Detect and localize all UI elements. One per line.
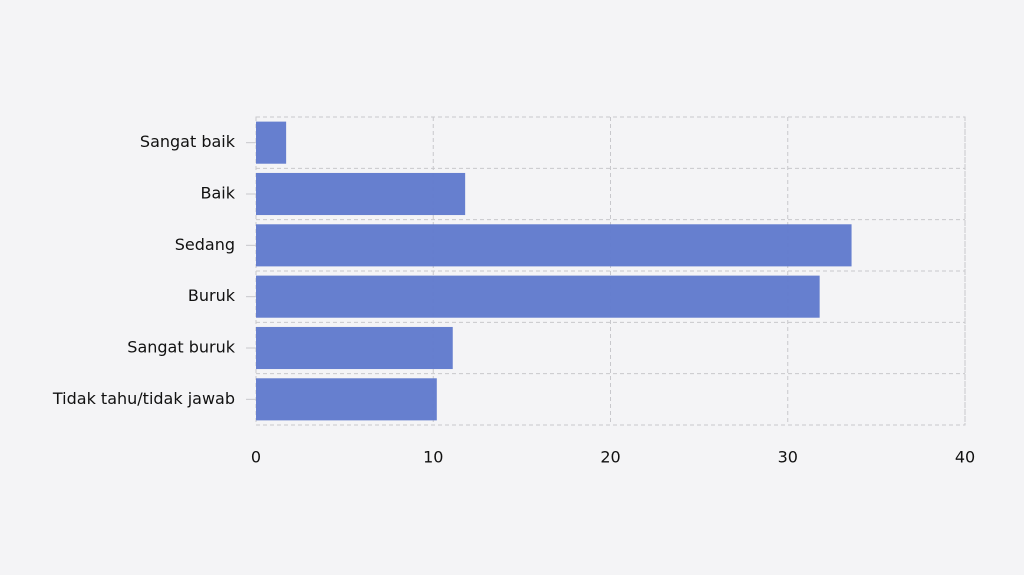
x-tick-label: 10 xyxy=(423,448,443,467)
bar xyxy=(256,121,287,164)
x-tick-label: 30 xyxy=(778,448,798,467)
x-tick-label: 0 xyxy=(251,448,261,467)
y-tick-label: Sangat buruk xyxy=(127,338,235,357)
y-tick-label: Buruk xyxy=(188,286,236,305)
bar xyxy=(256,172,466,216)
x-tick-label: 20 xyxy=(600,448,620,467)
bar xyxy=(256,378,437,421)
bar xyxy=(256,326,453,370)
y-tick-label: Sedang xyxy=(175,235,235,254)
y-tick-label: Baik xyxy=(201,184,236,203)
y-tick-label: Sangat baik xyxy=(140,132,236,151)
y-tick-label: Tidak tahu/tidak jawab xyxy=(52,389,235,408)
bar xyxy=(256,224,852,267)
x-tick-label: 40 xyxy=(955,448,975,467)
bar xyxy=(256,275,820,318)
